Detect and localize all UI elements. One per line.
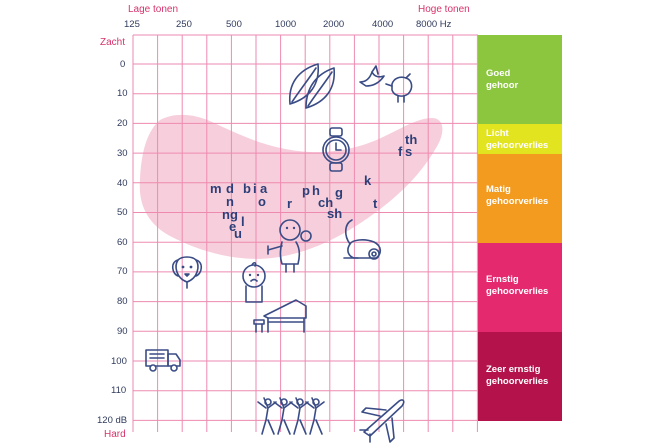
- freq-label-1000: 1000: [275, 19, 296, 30]
- phoneme-f: f: [398, 144, 403, 159]
- phoneme-ng: ng: [222, 207, 238, 222]
- level-label-90: 90: [117, 326, 128, 337]
- phoneme-e: e: [229, 219, 236, 234]
- phoneme-ch: ch: [318, 195, 333, 210]
- phoneme-a: a: [260, 181, 268, 196]
- band-profound-loss: [478, 332, 562, 421]
- phoneme-th: th: [405, 132, 417, 147]
- phoneme-u: u: [234, 226, 242, 241]
- band-profound-label-1: Zeer ernstig: [486, 364, 541, 375]
- person-talking-icon: [267, 219, 312, 273]
- baby-icon: [242, 261, 266, 303]
- band-mild-loss: [478, 124, 562, 154]
- level-label-70: 70: [117, 266, 128, 277]
- piano-icon: [253, 299, 307, 333]
- soft-label: Zacht: [100, 37, 125, 48]
- leaves-icon: [289, 63, 335, 109]
- freq-label-125: 125: [124, 19, 140, 30]
- truck-icon: [145, 349, 181, 372]
- band-moderate-loss: [478, 154, 562, 243]
- low-tones-label: Lage tonen: [128, 4, 178, 15]
- phoneme-b: b: [243, 181, 251, 196]
- band-severe-label-1: Ernstig: [486, 274, 519, 285]
- band-severe-loss: [478, 243, 562, 332]
- phoneme-m: m: [210, 181, 222, 196]
- level-label-30: 30: [117, 148, 128, 159]
- level-label-10: 10: [117, 88, 128, 99]
- freq-label-250: 250: [176, 19, 192, 30]
- phoneme-o: o: [258, 194, 266, 209]
- phoneme-n: n: [226, 194, 234, 209]
- level-label-20: 20: [117, 118, 128, 129]
- level-label-80: 80: [117, 296, 128, 307]
- phoneme-i: i: [253, 181, 257, 196]
- level-label-110: 110: [111, 385, 126, 396]
- freq-label-2000: 2000: [323, 19, 344, 30]
- speech-banana: [139, 114, 443, 259]
- level-label-40: 40: [117, 178, 128, 189]
- band-good-label-1: Goed: [486, 68, 510, 79]
- airplane-icon: [359, 399, 405, 443]
- level-label-0: 0: [120, 59, 125, 70]
- dog-icon: [171, 256, 203, 289]
- band-profound-label-2: gehoorverlies: [486, 376, 548, 387]
- level-label-60: 60: [117, 237, 128, 248]
- high-tones-label: Hoge tonen: [418, 4, 470, 15]
- freq-label-4000: 4000: [372, 19, 393, 30]
- band-good-label-2: gehoor: [486, 80, 518, 91]
- freq-label-500: 500: [226, 19, 242, 30]
- freq-label-8000: 8000 Hz: [416, 19, 452, 30]
- phoneme-r: r: [287, 196, 292, 211]
- band-good-hearing: [478, 35, 562, 124]
- speech-sounds: m d b i a n o ng e l u p h g r ch sh k t…: [210, 132, 417, 241]
- band-mild-label-2: gehoorverlies: [486, 140, 548, 151]
- birds-icon: [359, 65, 413, 103]
- phoneme-k: k: [364, 173, 372, 188]
- loud-label: Hard: [104, 429, 126, 440]
- phoneme-s: s: [405, 144, 412, 159]
- phoneme-l: l: [241, 214, 245, 229]
- phoneme-p: p: [302, 183, 310, 198]
- grid: [132, 34, 478, 432]
- phoneme-h: h: [312, 183, 320, 198]
- phoneme-g: g: [335, 185, 343, 200]
- band-moderate-label-1: Matig: [486, 184, 511, 195]
- vacuum-cleaner-icon: [343, 219, 382, 260]
- band-severe-label-2: gehoorverlies: [486, 286, 548, 297]
- level-label-100: 100: [111, 356, 127, 367]
- frequency-labels: 125 250 500 1000 2000 4000 8000 Hz: [124, 19, 452, 30]
- level-label-50: 50: [117, 207, 128, 218]
- phoneme-sh: sh: [327, 206, 342, 221]
- level-label-120: 120 dB: [97, 415, 127, 426]
- phoneme-d: d: [226, 181, 234, 196]
- band-mild-label-1: Licht: [486, 128, 510, 139]
- watch-icon: [322, 127, 350, 172]
- hearing-loss-bands: Goed gehoor Licht gehoorverlies Matig ge…: [478, 35, 562, 421]
- phoneme-t: t: [373, 196, 378, 211]
- level-labels: 0 10 20 30 40 50 60 70 80 90 100 110 120…: [97, 59, 128, 426]
- chainsaw-cheerleaders-icon: [257, 397, 325, 435]
- band-moderate-label-2: gehoorverlies: [486, 196, 548, 207]
